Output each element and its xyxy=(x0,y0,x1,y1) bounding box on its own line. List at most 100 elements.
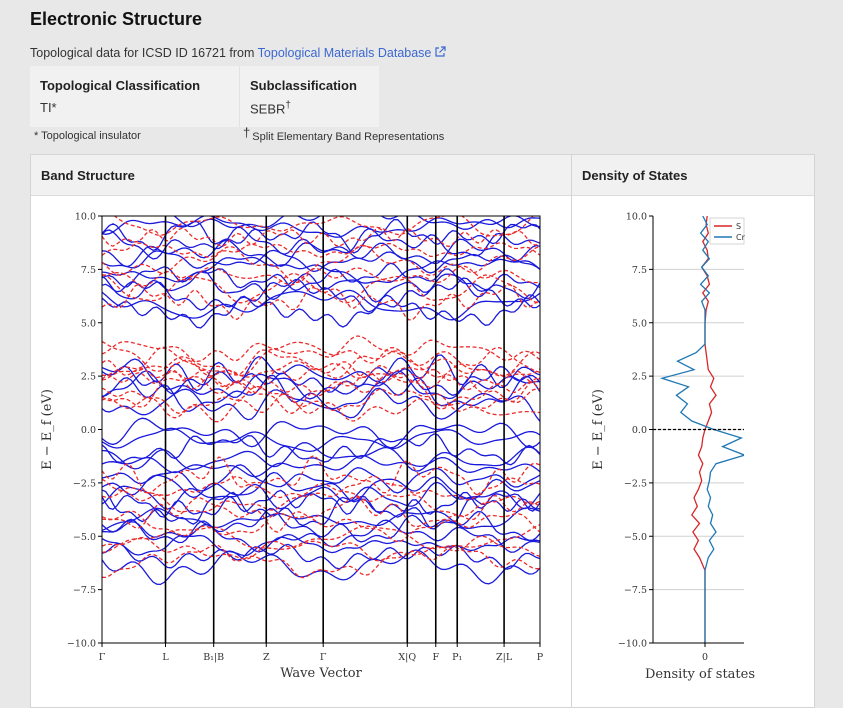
band-spin-up xyxy=(102,549,540,586)
band-spin-down xyxy=(102,524,540,554)
band-spin-up xyxy=(102,289,540,321)
band-spin-down xyxy=(113,216,534,237)
kpoint-label: X|Q xyxy=(398,652,416,663)
dos-y-tick-label: 5.0 xyxy=(632,318,647,329)
footnote-sebr-text: Split Elementary Band Representations xyxy=(252,131,445,143)
band-structure-title: Band Structure xyxy=(41,168,135,183)
band-spin-down xyxy=(102,283,540,321)
subclass-dagger: † xyxy=(285,100,291,111)
y-axis-label: E − E_f (eV) xyxy=(40,389,55,470)
band-spin-down xyxy=(102,385,540,414)
dos-title: Density of States xyxy=(582,168,688,183)
dos-x-tick-label: 0 xyxy=(702,652,708,663)
band-spin-up xyxy=(102,270,540,303)
kpoint-label: Z|L xyxy=(496,652,513,663)
source-text: Topological data for ICSD ID 16721 from xyxy=(30,46,258,60)
external-link-icon xyxy=(435,46,446,57)
band-spin-down xyxy=(102,359,540,391)
dos-curves xyxy=(659,216,744,643)
band-spin-up xyxy=(102,256,540,284)
band-spin-down xyxy=(102,244,540,284)
x-axis-label: Wave Vector xyxy=(280,666,362,681)
classification-header: Topological Classification xyxy=(40,78,201,93)
band-spin-up xyxy=(102,277,540,313)
band-spin-down xyxy=(102,374,540,415)
subclassification-header: Subclassification xyxy=(250,78,357,93)
dos-header: Density of States xyxy=(572,155,814,196)
band-structure-chart: 10.07.55.02.50.0−2.5−5.0−7.5−10.0Γ L B₁|B Z… xyxy=(40,212,544,682)
band-spin-up xyxy=(102,489,540,518)
band-spin-down xyxy=(102,346,540,379)
band-spin-down xyxy=(102,510,540,543)
y-tick-label: 10.0 xyxy=(75,212,96,223)
dos-y-tick-label: 10.0 xyxy=(626,212,647,223)
band-spin-down xyxy=(102,495,540,533)
dos-y-tick-label: 0.0 xyxy=(632,425,647,436)
subclassification-value: SEBR† xyxy=(250,100,291,116)
kpoint-label: P₁ xyxy=(452,652,462,663)
legend-label-s: S xyxy=(736,222,741,231)
dos-y-tick-label: −7.5 xyxy=(624,585,647,596)
kpoint-label: F xyxy=(432,652,439,663)
band-spin-up xyxy=(110,216,540,230)
band-structure-panel: Band Structure 10.0 7.5 5.0 2.5 0.0 −2.5 −5.0 −… xyxy=(30,154,572,708)
band-spin-down xyxy=(102,242,540,258)
band-spin-up xyxy=(102,226,540,260)
page-title: Electronic Structure xyxy=(30,9,203,29)
band-spin-up xyxy=(102,218,540,254)
dos-y-tick-label: 7.5 xyxy=(632,265,647,276)
band-spin-down xyxy=(102,273,540,304)
band-spin-up xyxy=(102,433,540,466)
band-spin-down xyxy=(102,227,540,248)
subclassification-cell: Subclassification SEBR† xyxy=(240,66,379,127)
dos-y-tick-label: 2.5 xyxy=(632,372,647,383)
band-spin-up xyxy=(102,370,540,400)
dos-chart: 10.0 7.5 5.0 2.5 0.0 −2.5 −5.0 −7.5 −10.0 0 Densit… xyxy=(591,212,755,683)
dos-y-tick-label: −10.0 xyxy=(618,639,647,650)
band-spin-up xyxy=(102,442,540,472)
band-spin-up xyxy=(102,294,540,329)
kpoint-label: Γ xyxy=(99,652,106,663)
band-spin-up xyxy=(102,249,540,274)
dos-legend: S Cr xyxy=(709,217,746,245)
topological-db-link[interactable]: Topological Materials Database xyxy=(258,46,447,60)
band-structure-header: Band Structure xyxy=(31,155,571,196)
dos-series-cr xyxy=(659,216,744,643)
band-spin-down xyxy=(102,535,540,562)
footnote-sebr: † Split Elementary Band Representations xyxy=(243,125,444,143)
band-spin-up xyxy=(102,471,540,503)
band-spin-down xyxy=(102,475,540,502)
band-spin-up xyxy=(102,262,540,292)
band-lines xyxy=(102,216,540,586)
band-spin-up xyxy=(102,365,540,396)
classification-table: Topological Classification TI* Subclassi… xyxy=(30,66,379,127)
band-spin-up xyxy=(102,354,540,392)
kpoint-label: P xyxy=(537,652,544,663)
band-spin-up xyxy=(102,507,540,544)
y-tick-label: 2.5 xyxy=(81,372,96,383)
legend-box xyxy=(709,217,745,245)
db-link-text: Topological Materials Database xyxy=(257,46,432,60)
dos-x-axis-label: Density of states xyxy=(645,667,755,682)
dagger-symbol: † xyxy=(243,125,251,140)
source-line: Topological data for ICSD ID 16721 from … xyxy=(30,46,446,60)
band-spin-down xyxy=(102,483,540,517)
kpoint-label: Γ xyxy=(320,652,327,663)
band-spin-up xyxy=(102,417,540,449)
kpoint-label: Z xyxy=(263,652,270,663)
footnote-ti: * Topological insulator xyxy=(34,130,141,142)
band-spin-up xyxy=(102,533,540,557)
y-tick-label: −10.0 xyxy=(67,639,96,650)
band-spin-up xyxy=(102,238,540,268)
y-tick-label: −7.5 xyxy=(73,585,96,596)
dos-y-axis-label: E − E_f (eV) xyxy=(591,389,606,470)
band-spin-up xyxy=(102,543,540,570)
y-tick-label: 0.0 xyxy=(81,425,96,436)
y-tick-label: 7.5 xyxy=(81,265,96,276)
kpoint-label: B₁|B xyxy=(203,652,224,663)
dos-y-tick-label: −2.5 xyxy=(624,478,647,489)
classification-cell: Topological Classification TI* xyxy=(30,66,240,127)
band-spin-up xyxy=(102,374,540,412)
band-spin-down xyxy=(102,358,540,381)
dos-series-s xyxy=(690,216,717,643)
